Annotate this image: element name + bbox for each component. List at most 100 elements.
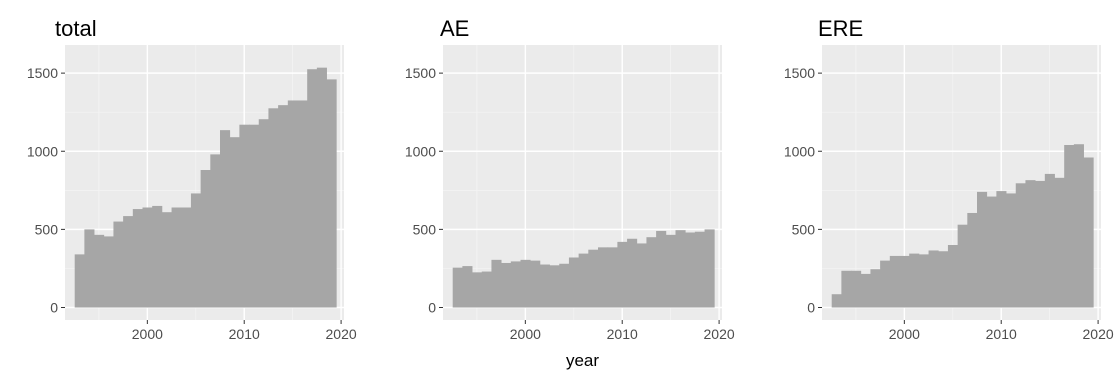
histogram-bar-2004 xyxy=(938,251,949,308)
histogram-bar-2017 xyxy=(685,232,696,308)
histogram-bar-2005 xyxy=(568,257,580,308)
facet-panel-total: 0 500 1000 1500 2000 2010 2020 total xyxy=(27,16,357,342)
histogram-bar-1998 xyxy=(123,216,134,308)
histogram-bar-2003 xyxy=(171,207,182,308)
histogram-bar-1997 xyxy=(113,221,124,308)
histogram-bar-2018 xyxy=(694,231,705,308)
histogram-bar-2007 xyxy=(210,154,221,308)
histogram-bar-2009 xyxy=(229,137,240,308)
histogram-bar-1994 xyxy=(841,270,852,308)
histogram-bar-2015 xyxy=(665,234,676,308)
histogram-bar-2016 xyxy=(1054,177,1065,308)
histogram-bar-1995 xyxy=(472,272,483,308)
x-tick-label: 2000 xyxy=(510,326,541,342)
histogram-bar-2011 xyxy=(249,124,260,308)
y-tick-label: 1500 xyxy=(27,65,58,81)
histogram-bar-2018 xyxy=(1073,144,1084,308)
y-tick-label: 1000 xyxy=(784,143,815,159)
histogram-bar-2019 xyxy=(326,79,337,308)
histogram-bar-2005 xyxy=(190,193,202,308)
histogram-bar-2008 xyxy=(598,247,609,308)
facet-panel-ae: 0 500 1000 1500 2000 2010 2020 AE year xyxy=(405,16,735,370)
histogram-bar-2004 xyxy=(559,263,570,308)
histogram-bar-2005 xyxy=(947,245,959,308)
histogram-bar-1996 xyxy=(103,236,114,308)
histogram-bar-2016 xyxy=(675,230,686,308)
histogram-bar-2012 xyxy=(258,119,269,308)
x-tick-label: 2010 xyxy=(607,326,638,342)
x-tick-label: 2010 xyxy=(986,326,1017,342)
histogram-bar-2007 xyxy=(967,212,978,308)
y-tick-label: 0 xyxy=(50,300,58,316)
histogram-bar-2002 xyxy=(539,264,550,308)
x-tick-label: 2020 xyxy=(326,326,357,342)
x-tick-label: 2000 xyxy=(132,326,163,342)
histogram-bar-2010 xyxy=(617,241,628,308)
histogram-bar-1998 xyxy=(880,260,891,308)
histogram-bar-2013 xyxy=(1025,180,1036,308)
histogram-bar-2001 xyxy=(152,205,163,308)
y-tick-label: 1500 xyxy=(784,65,815,81)
panel-title: ERE xyxy=(818,16,863,41)
histogram-bar-2009 xyxy=(986,196,997,308)
x-tick-label: 2000 xyxy=(889,326,920,342)
histogram-bar-1997 xyxy=(870,269,881,308)
y-tick-label: 0 xyxy=(428,300,436,316)
histogram-bar-2010 xyxy=(239,124,250,308)
y-tick-label: 1000 xyxy=(27,143,58,159)
histogram-bar-2014 xyxy=(656,230,667,308)
histogram-bar-2018 xyxy=(316,67,327,308)
histogram-bar-1999 xyxy=(889,255,900,308)
histogram-bar-1997 xyxy=(491,259,502,308)
histogram-bar-2010 xyxy=(996,191,1007,308)
histogram-bar-1996 xyxy=(481,271,492,308)
histogram-bar-2019 xyxy=(704,229,715,308)
histogram-bar-2017 xyxy=(307,69,318,308)
histogram-bar-1996 xyxy=(860,273,871,308)
histogram-bar-1993 xyxy=(74,254,85,308)
y-tick-label: 500 xyxy=(792,221,816,237)
y-tick-label: 500 xyxy=(35,221,59,237)
histogram-bar-2009 xyxy=(607,247,618,308)
histogram-bar-2000 xyxy=(142,207,153,308)
histogram-bar-1995 xyxy=(94,234,105,308)
histogram-bar-1998 xyxy=(501,262,512,308)
facet-panel-ere: 0 500 1000 1500 2000 2010 2020 ERE xyxy=(784,16,1114,342)
histogram-bar-2014 xyxy=(1035,180,1046,308)
histogram-bar-1995 xyxy=(851,270,862,308)
histogram-bar-2008 xyxy=(220,130,231,308)
histogram-bar-2000 xyxy=(520,259,531,308)
x-axis-title: year xyxy=(566,351,599,370)
histogram-bar-2017 xyxy=(1064,145,1075,308)
histogram-bar-2001 xyxy=(909,253,920,308)
y-tick-label: 500 xyxy=(413,221,437,237)
y-tick-label: 1000 xyxy=(405,143,436,159)
histogram-bar-2001 xyxy=(530,260,541,308)
histogram-bar-2013 xyxy=(646,237,657,308)
histogram-bar-2003 xyxy=(928,250,939,308)
histogram-bar-1993 xyxy=(452,267,463,308)
histogram-bar-2015 xyxy=(287,100,298,308)
histogram-bar-2006 xyxy=(578,253,589,308)
histogram-bar-1999 xyxy=(132,209,143,308)
x-tick-label: 2020 xyxy=(704,326,735,342)
histogram-bar-2011 xyxy=(1006,193,1017,308)
histogram-bar-1994 xyxy=(84,229,95,308)
x-tick-label: 2020 xyxy=(1083,326,1114,342)
y-tick-label: 0 xyxy=(807,300,815,316)
histogram-bar-2016 xyxy=(297,100,308,308)
histogram-bar-2015 xyxy=(1044,173,1055,308)
panel-title: AE xyxy=(440,16,469,41)
histogram-bar-2014 xyxy=(278,105,289,308)
histogram-bar-2008 xyxy=(977,191,988,308)
histogram-bar-2002 xyxy=(918,254,929,308)
histogram-bar-2002 xyxy=(161,212,172,308)
x-tick-label: 2010 xyxy=(229,326,260,342)
histogram-bar-2006 xyxy=(200,170,211,308)
panel-title: total xyxy=(55,16,97,41)
histogram-bar-1994 xyxy=(462,266,473,308)
histogram-bar-2003 xyxy=(549,265,560,308)
y-tick-label: 1500 xyxy=(405,65,436,81)
histogram-bar-2006 xyxy=(957,224,968,308)
